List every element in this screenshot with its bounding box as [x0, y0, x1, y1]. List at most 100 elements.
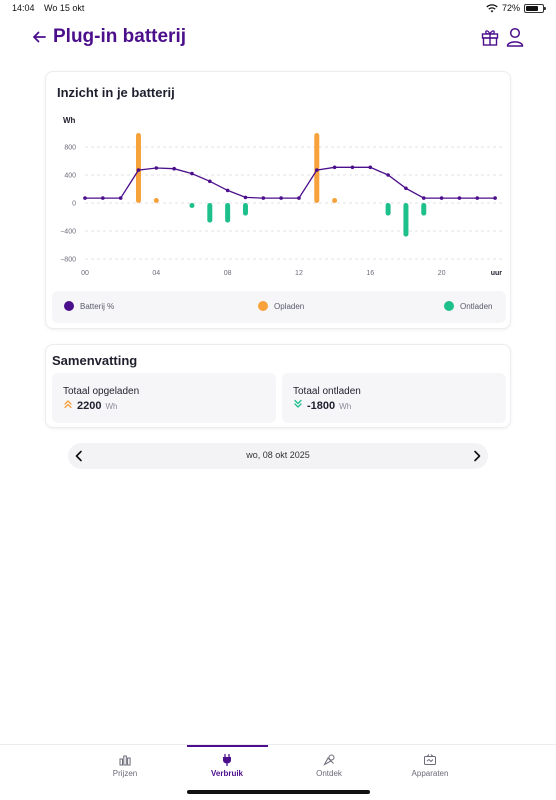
status-time: 14:04 — [12, 3, 35, 13]
status-bar: 14:04 Wo 15 okt 72% — [0, 0, 556, 18]
x-tick-label: 08 — [224, 270, 232, 277]
tab-verbruik-label: Verbruik — [210, 769, 243, 778]
page-title: Plug-in batterij — [53, 26, 186, 47]
battery-point — [154, 166, 159, 170]
devices-icon — [424, 754, 436, 765]
total-charged-unit: Wh — [105, 402, 118, 411]
active-tab-indicator — [187, 745, 268, 747]
total-charged-value: 2200 — [77, 400, 102, 412]
total-discharged-box: Totaal ontladen -1800 Wh — [282, 373, 506, 423]
x-axis-unit-label: uur — [491, 270, 503, 277]
discharge-bar — [189, 203, 195, 208]
x-tick-label: 16 — [366, 270, 374, 277]
y-tick-label: −800 — [60, 257, 76, 264]
charge-bar — [153, 198, 159, 203]
legend-dot-battery — [64, 301, 74, 311]
charge-bar — [314, 133, 320, 203]
tab-prijzen-label: Prijzen — [112, 769, 138, 778]
legend-label-charge: Opladen — [274, 301, 305, 311]
battery-point — [475, 196, 480, 200]
gift-icon[interactable] — [480, 27, 500, 47]
legend-item-battery: Batterij % — [64, 301, 114, 311]
double-chevron-up-icon — [64, 400, 72, 409]
charge-bar — [332, 198, 338, 203]
bottom-nav: Prijzen Verbruik Ontdek Apparaten — [0, 744, 556, 800]
status-right: 72% — [486, 3, 546, 13]
discharge-bar — [421, 203, 427, 216]
chevron-right-icon[interactable] — [469, 448, 485, 464]
header: Plug-in batterij — [0, 22, 556, 54]
discover-icon — [323, 754, 335, 766]
discharge-bar — [207, 203, 213, 223]
selected-date: wo, 08 okt 2025 — [246, 450, 310, 460]
total-discharged-unit: Wh — [339, 402, 352, 411]
battery-point — [439, 196, 444, 200]
battery-line — [85, 166, 496, 199]
wifi-icon — [486, 3, 498, 12]
legend-label-battery: Batterij % — [80, 301, 115, 311]
total-discharged-value: -1800 — [307, 400, 336, 412]
x-tick-label: 12 — [295, 270, 303, 277]
y-axis-unit-label: Wh — [63, 116, 76, 125]
battery-point — [368, 165, 373, 170]
battery-point — [225, 188, 230, 193]
battery-point — [172, 166, 176, 171]
home-indicator — [187, 790, 370, 794]
battery-point — [118, 196, 123, 200]
total-discharged-row: -1800 Wh — [293, 399, 351, 412]
battery-point — [421, 196, 426, 200]
battery-point — [314, 168, 319, 172]
legend-item-discharge: Ontladen — [444, 301, 492, 311]
tab-apparaten-label: Apparaten — [411, 769, 449, 778]
battery-chart: Wh −800 −400 0 400 800 00 04 08 12 16 20 uur — [60, 116, 504, 277]
prices-chart-icon — [119, 755, 131, 766]
discharge-bar — [403, 203, 409, 237]
plug-icon — [223, 753, 231, 766]
discharge-bar — [225, 203, 231, 223]
discharge-bar — [385, 203, 391, 216]
battery-point — [350, 165, 355, 170]
y-tick-label: −400 — [60, 229, 76, 236]
summary-title: Samenvatting — [52, 353, 138, 368]
summary-card: Samenvatting Totaal opgeladen 2200 Wh To… — [45, 344, 511, 428]
x-tick-label: 00 — [81, 270, 89, 277]
battery-point — [136, 168, 141, 172]
x-tick-label: 04 — [152, 270, 160, 277]
total-charged-row: 2200 Wh — [63, 399, 117, 412]
tab-ontdek[interactable]: Ontdek — [284, 745, 374, 800]
total-charged-box: Totaal opgeladen 2200 Wh — [52, 373, 276, 423]
battery-insight-card: Inzicht in je batterij Wh −800 −400 0 4 0 0 8 00… — [45, 71, 511, 329]
charge-bar — [135, 133, 141, 203]
battery-point — [457, 196, 462, 200]
date-navigator: wo, 08 okt 2025 — [68, 443, 488, 469]
tab-apparaten[interactable]: Apparaten — [385, 745, 475, 800]
battery-point — [386, 173, 390, 177]
battery-point — [404, 186, 408, 191]
battery-point — [332, 165, 337, 170]
battery-point — [297, 196, 301, 200]
battery-point — [190, 171, 194, 176]
legend-item-charge: Opladen — [258, 301, 304, 311]
battery-point — [261, 196, 266, 200]
back-arrow-icon[interactable] — [30, 28, 48, 46]
battery-point — [208, 179, 212, 184]
battery-point — [243, 195, 248, 200]
legend-dot-discharge — [444, 301, 454, 311]
battery-point — [279, 196, 283, 200]
legend-dot-charge — [258, 301, 268, 311]
legend-label-discharge: Ontladen — [460, 301, 493, 311]
y-tick-label: 0 — [72, 201, 76, 208]
tab-prijzen[interactable]: Prijzen — [80, 745, 170, 800]
profile-icon[interactable] — [505, 26, 525, 48]
chevron-left-icon[interactable] — [71, 448, 87, 464]
x-tick-label: 20 — [438, 270, 446, 277]
y-tick-label: 400 — [64, 173, 76, 180]
double-chevron-down-icon — [294, 399, 302, 408]
total-discharged-label: Totaal ontladen — [293, 386, 361, 397]
battery-point — [101, 196, 105, 200]
chart-title: Inzicht in je batterij — [57, 85, 175, 100]
battery-point — [493, 196, 497, 200]
tab-verbruik[interactable]: Verbruik — [182, 745, 272, 800]
status-date: Wo 15 okt — [44, 3, 85, 13]
total-charged-label: Totaal opgeladen — [63, 386, 140, 397]
